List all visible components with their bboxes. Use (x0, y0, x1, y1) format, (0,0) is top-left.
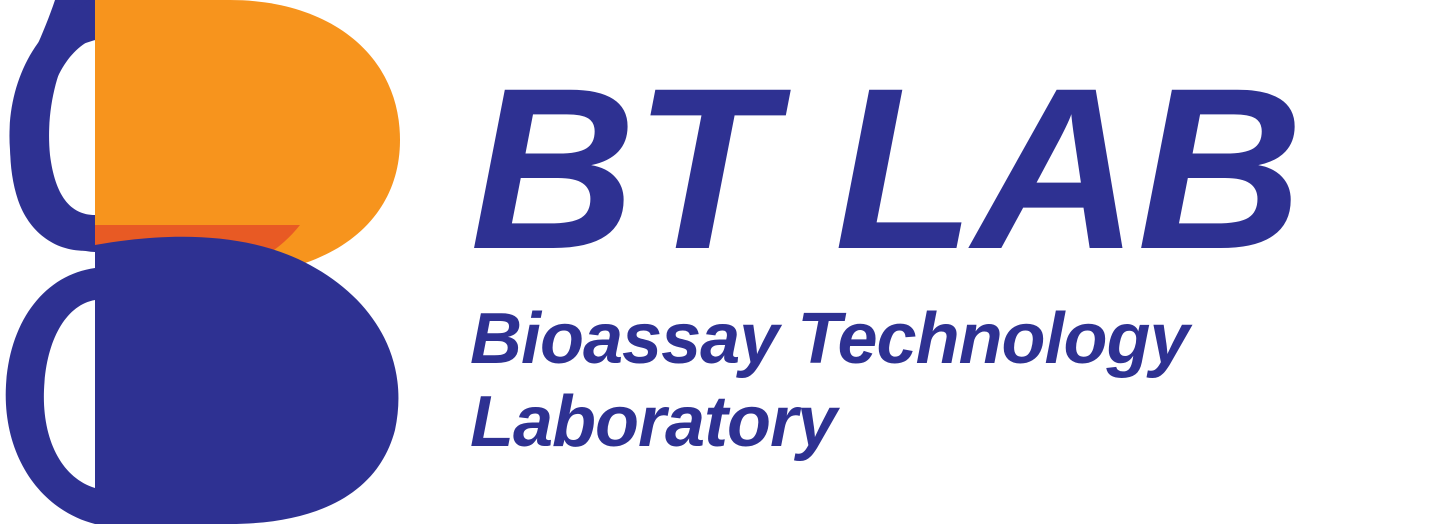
brand-main-title: BT LAB (470, 60, 1301, 279)
logo-mark-icon (0, 0, 410, 524)
brand-subtitle-line1: Bioassay Technology (470, 298, 1301, 381)
logo-bottom-lobe (95, 237, 398, 524)
logo-text-block: BT LAB Bioassay Technology Laboratory (470, 60, 1301, 464)
logo-left-arc-top-hole (55, 45, 95, 220)
brand-subtitle-line2: Laboratory (470, 381, 1301, 464)
logo-left-crescent-bottom (6, 268, 95, 524)
logo-container: BT LAB Bioassay Technology Laboratory (0, 0, 1445, 524)
